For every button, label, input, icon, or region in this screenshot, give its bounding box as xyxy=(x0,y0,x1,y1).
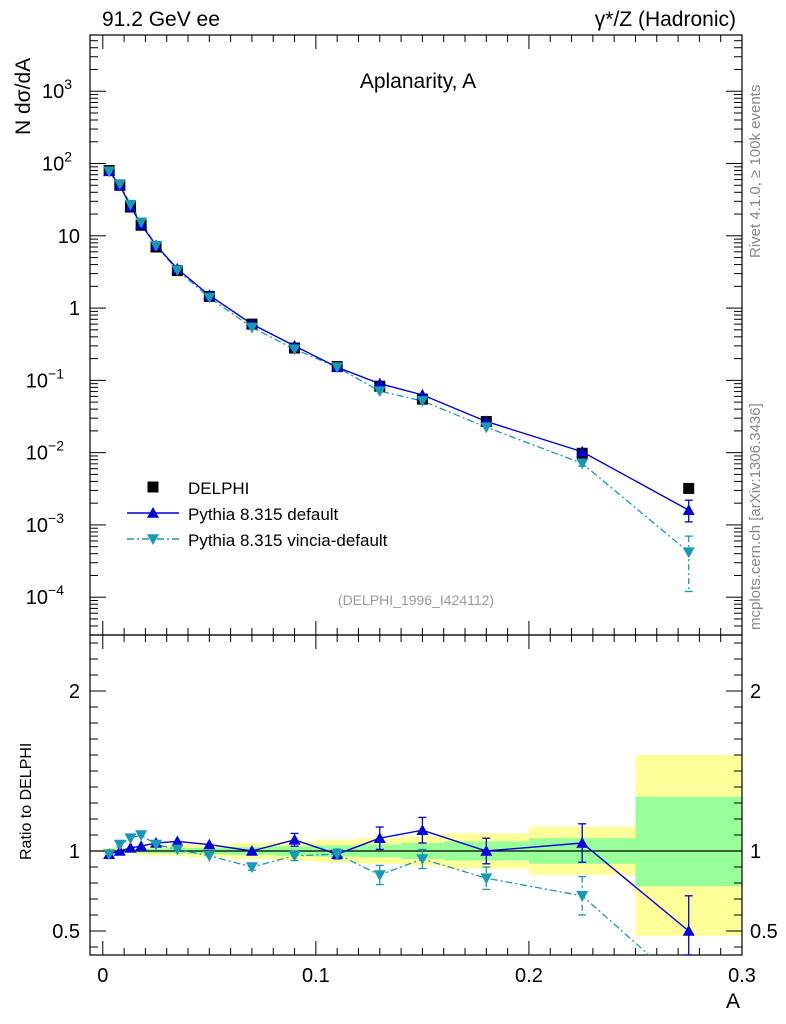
legend-default-label: Pythia 8.315 default xyxy=(188,505,339,524)
ratio-default-point xyxy=(288,833,301,845)
ratio-default-point xyxy=(171,835,184,847)
ratio-vincia-point xyxy=(331,849,344,861)
vincia-data-point xyxy=(103,166,116,178)
delphi-data-point xyxy=(683,482,695,494)
ratio-vincia-point xyxy=(480,873,493,885)
x-tick-label: 0.3 xyxy=(728,965,756,987)
ratio-vincia-point xyxy=(150,839,163,851)
vincia-data-point xyxy=(288,344,301,356)
default-data-point xyxy=(682,504,695,515)
ratio-y-tick-label-right: 1 xyxy=(750,841,761,863)
ratio-y-tick-label-right: 2 xyxy=(750,681,761,703)
vincia-data-point xyxy=(416,396,429,407)
ratio-vincia-point xyxy=(416,854,429,865)
vincia-data-point xyxy=(331,362,344,374)
ratio-y-tick-label: 1 xyxy=(69,841,80,863)
legend-delphi-marker xyxy=(147,481,159,493)
ratio-vincia-point xyxy=(203,851,216,862)
default-data-point xyxy=(373,377,386,389)
process-energy-label: 91.2 GeV ee xyxy=(102,8,220,31)
ratio-band-inner xyxy=(635,796,742,887)
vincia-data-point xyxy=(150,240,163,252)
vincia-data-point xyxy=(124,199,137,211)
ratio-vincia-point xyxy=(113,839,126,851)
ratio-y-tick-label-right: 0.5 xyxy=(750,921,778,943)
process-type-label: γ*/Z (Hadronic) xyxy=(594,8,736,31)
ratio-default-point xyxy=(245,845,258,856)
vincia-data-point xyxy=(576,458,589,470)
ratio-plot-frame xyxy=(89,634,743,956)
y-tick-label: 10−3 xyxy=(26,510,64,537)
vincia-data-point xyxy=(245,322,258,334)
x-axis-label: A xyxy=(726,990,740,1013)
ratio-default-point xyxy=(682,925,695,936)
ratio-vincia-point xyxy=(245,862,258,873)
ratio-vincia-point xyxy=(103,849,116,861)
default-series-line xyxy=(108,170,690,511)
ratio-default-point xyxy=(576,837,589,848)
vincia-data-point xyxy=(135,217,148,229)
vincia-data-point xyxy=(171,265,184,277)
chart-title: Aplanarity, A xyxy=(360,70,476,93)
ratio-default-point xyxy=(416,824,429,835)
ratio-vincia-point xyxy=(171,844,184,856)
ratio-default-point xyxy=(203,838,216,850)
ratio-y-tick-label: 2 xyxy=(69,681,80,703)
y-tick-label: 10−2 xyxy=(26,438,64,465)
default-data-point xyxy=(576,445,589,457)
vincia-data-point xyxy=(203,292,216,304)
analysis-tag: (DELPHI_1996_I424112) xyxy=(338,592,494,608)
ratio-default-point xyxy=(373,832,386,843)
y-tick-label: 103 xyxy=(42,76,72,103)
ratio-vincia-point xyxy=(576,891,589,902)
y-tick-label: 10−4 xyxy=(26,582,64,609)
legend-vincia-label: Pythia 8.315 vincia-default xyxy=(188,531,388,550)
x-tick-label: 0 xyxy=(97,965,108,987)
y-tick-label: 10−1 xyxy=(26,365,64,392)
ratio-default-point xyxy=(124,841,137,853)
y-tick-label: 1 xyxy=(69,298,80,320)
vincia-data-point xyxy=(682,547,695,559)
x-tick-label: 0.1 xyxy=(302,965,330,987)
vincia-data-point xyxy=(373,386,386,398)
y-tick-label: 102 xyxy=(42,149,72,176)
ratio-vincia-point xyxy=(373,870,386,881)
legend-delphi-label: DELPHI xyxy=(188,479,249,498)
ratio-y-tick-label: 0.5 xyxy=(52,921,80,943)
ratio-vincia-point xyxy=(135,830,148,841)
ratio-vincia-point xyxy=(124,833,137,845)
ratio-default-point xyxy=(135,840,148,851)
y-tick-label: 10 xyxy=(58,226,80,248)
legend-vincia-marker xyxy=(147,534,159,545)
ratio-default-point xyxy=(480,845,493,856)
ratio-vincia-point xyxy=(288,851,301,862)
vincia-data-point xyxy=(480,422,493,434)
x-tick-label: 0.2 xyxy=(515,965,543,987)
legend-default-marker xyxy=(147,507,159,518)
vincia-data-point xyxy=(113,179,126,191)
